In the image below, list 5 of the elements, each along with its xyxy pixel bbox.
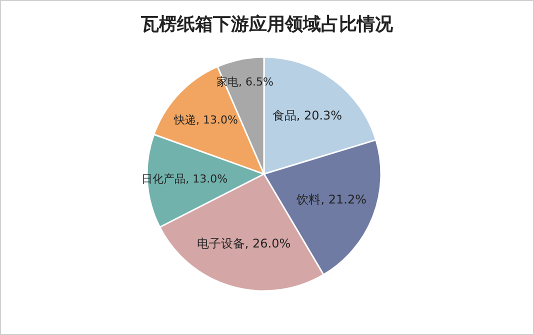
chart-title: 瓦楞纸箱下游应用领域占比情况 — [140, 14, 394, 35]
slice-label: 快递, 13.0% — [174, 113, 238, 126]
slice-label: 饮料, 21.2% — [296, 192, 368, 208]
slice-label: 电子设备, 26.0% — [196, 236, 292, 252]
slice-label: 食品, 20.3% — [271, 108, 344, 124]
